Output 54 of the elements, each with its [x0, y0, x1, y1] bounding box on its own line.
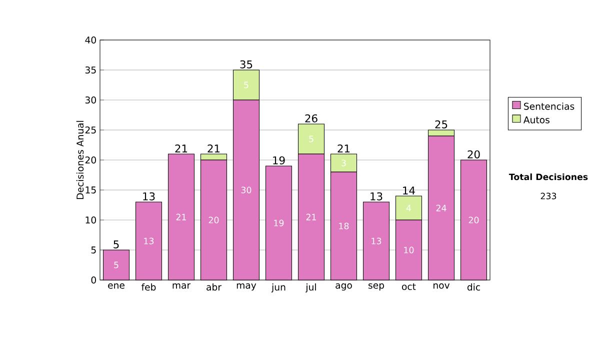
- x-tick-label: mar: [172, 283, 191, 289]
- total-label: 21: [175, 144, 188, 152]
- data-label: 18: [339, 222, 349, 230]
- total-label: 13: [143, 192, 155, 200]
- data-label: 20: [208, 216, 219, 224]
- total-label: 20: [468, 150, 480, 158]
- total-label: 14: [403, 186, 415, 194]
- total-label: 21: [208, 144, 220, 152]
- data-label: 4: [406, 204, 412, 212]
- y-tick-label: 15: [86, 186, 96, 194]
- total-label: 25: [435, 120, 448, 128]
- data-label: 5: [244, 82, 248, 88]
- y-tick-label: 25: [85, 126, 96, 134]
- y-tick-label: 40: [85, 36, 96, 44]
- y-axis-title: Decisiones Anual: [76, 120, 84, 199]
- data-label: 3: [342, 160, 346, 166]
- x-tick-label: oct: [402, 283, 416, 290]
- x-tick-label: sep: [368, 283, 384, 291]
- text: Total Decisiones: [508, 173, 588, 180]
- y-tick-label: 5: [91, 246, 96, 254]
- x-tick-label: feb: [141, 283, 156, 291]
- legend-label: Autos: [523, 116, 550, 124]
- x-tick-label: ago: [336, 283, 352, 291]
- data-label: 21: [176, 214, 186, 220]
- x-tick-label: may: [236, 283, 256, 291]
- data-label: 19: [274, 220, 284, 226]
- text: 233: [540, 192, 556, 200]
- total-label: 21: [338, 144, 350, 152]
- y-tick-label: 30: [85, 96, 96, 104]
- data-label: 10: [404, 246, 414, 254]
- x-tick-label: jul: [306, 283, 316, 292]
- x-tick-label: nov: [434, 283, 450, 289]
- data-label: 20: [468, 216, 479, 224]
- data-label: 13: [144, 238, 154, 244]
- legend-label: Sentencias: [524, 102, 574, 110]
- data-label: 13: [372, 238, 382, 244]
- total-label: 19: [273, 156, 285, 164]
- total-label: 26: [305, 114, 318, 122]
- x-tick-label: dic: [467, 283, 480, 291]
- total-label: 5: [114, 240, 119, 248]
- x-tick-label: jun: [271, 283, 286, 292]
- data-label: 24: [436, 204, 446, 212]
- y-tick-label: 10: [86, 216, 96, 224]
- x-tick-label: ene: [108, 283, 124, 289]
- x-tick-label: abr: [206, 283, 222, 291]
- total-label: 35: [240, 60, 252, 68]
- data-label: 5: [309, 136, 314, 142]
- y-tick-label: 35: [85, 66, 96, 74]
- y-tick-label: 0: [91, 276, 96, 284]
- data-label: 5: [114, 262, 118, 268]
- y-tick-label: 20: [85, 156, 96, 164]
- data-label: 21: [306, 214, 316, 220]
- data-label: 30: [241, 186, 252, 194]
- total-label: 13: [370, 192, 382, 200]
